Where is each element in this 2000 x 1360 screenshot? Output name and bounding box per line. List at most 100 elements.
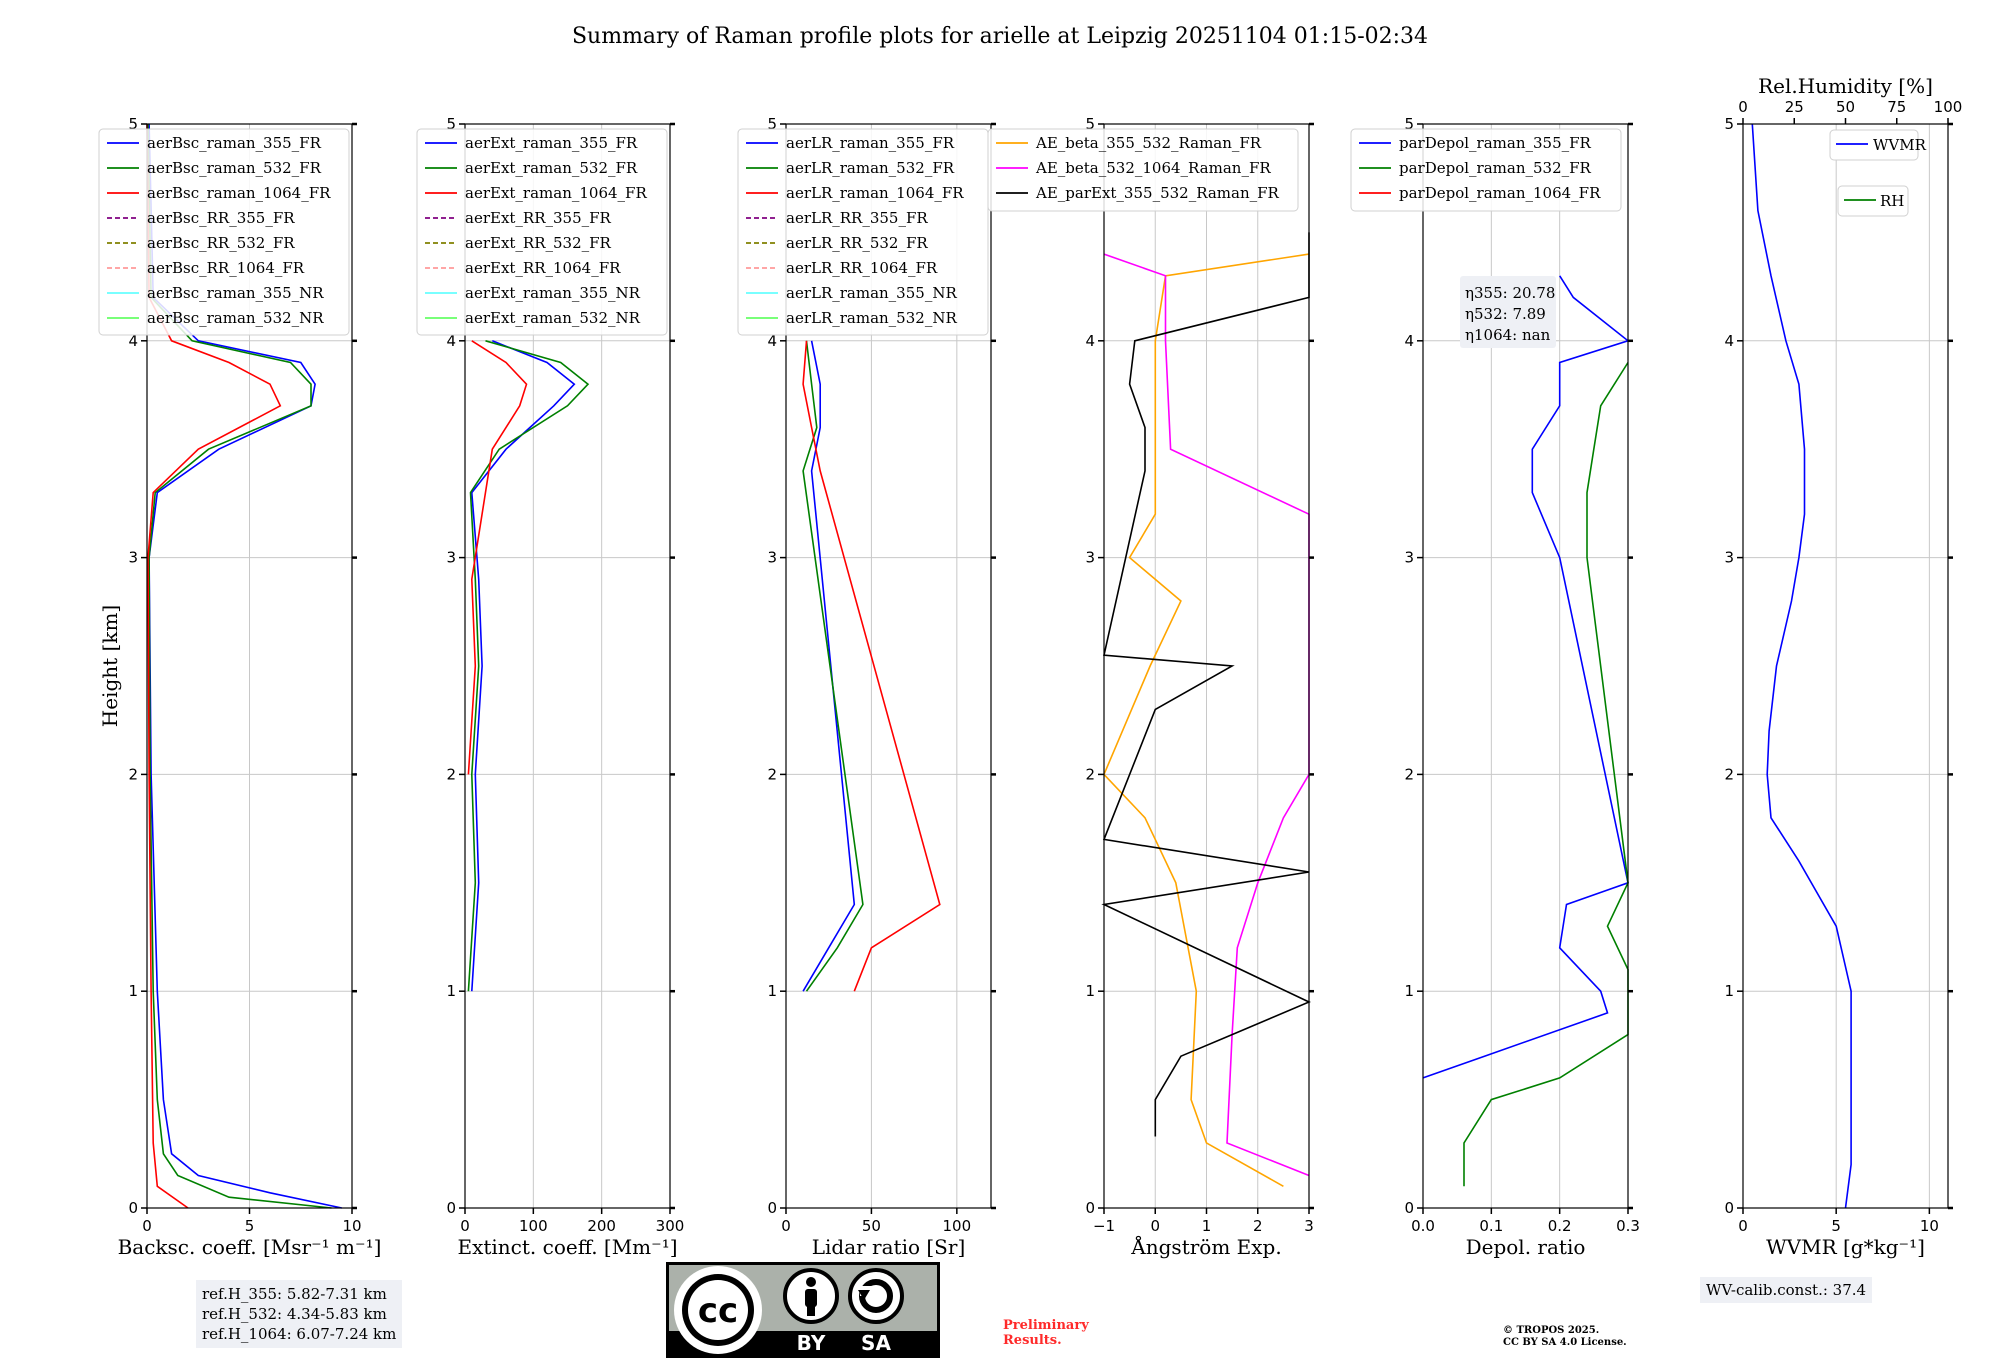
legend-label: AE_beta_355_532_Raman_FR — [1035, 134, 1262, 152]
axes-frame — [464, 123, 671, 1209]
y-tick-label: 0 — [1724, 1199, 1734, 1217]
cc-icon: cc — [674, 1266, 762, 1354]
x-axis-label: Backsc. coeff. [Msr⁻¹ m⁻¹] — [118, 1235, 382, 1259]
series-line-aerBsc_raman_355_FR — [148, 123, 342, 1209]
legend-box — [737, 128, 989, 336]
y-tick-label: 1 — [767, 982, 777, 1000]
x-tick-label: 0 — [1150, 1217, 1160, 1235]
legend-box-wvmr — [1829, 129, 1919, 161]
panel-depol: 0.0 0.1 0.2 0.3 0 1 2 3 4 5 Depol. ratio parDepol_r… — [1350, 115, 1640, 1259]
reference-height-box: ref.H_355: 5.82-7.31 km ref.H_532: 4.34-… — [196, 1280, 403, 1348]
x-tick-label: 0 — [142, 1217, 152, 1235]
x-tick-label: 0.3 — [1616, 1217, 1640, 1235]
license-sa-label: SA — [861, 1331, 891, 1355]
figure-title: Summary of Raman profile plots for ariel… — [572, 24, 1428, 49]
x-tick-label: 0.1 — [1479, 1217, 1503, 1235]
legend-label: aerBsc_raman_532_NR — [147, 309, 324, 327]
legend-label: parDepol_raman_532_FR — [1399, 159, 1592, 177]
x-tick-label: 300 — [656, 1217, 685, 1235]
legend-label: aerBsc_RR_1064_FR — [147, 259, 305, 277]
axes-frame — [146, 123, 353, 1209]
ref-height-532: ref.H_532: 4.34-5.83 km — [202, 1305, 387, 1323]
preliminary-note: Preliminary Results. — [1003, 1318, 1089, 1348]
legend-label: aerLR_raman_1064_FR — [786, 184, 964, 202]
legend-label: aerExt_RR_1064_FR — [465, 259, 621, 277]
panel-lr: 0 50 100 0 1 2 3 4 5 Lidar ratio [Sr] aerLR_raman_… — [737, 115, 996, 1259]
legend-label: parDepol_raman_355_FR — [1399, 134, 1592, 152]
x-tick-label: 100 — [519, 1217, 548, 1235]
x-tick-label: 0 — [460, 1217, 470, 1235]
legend-label: aerExt_raman_532_NR — [465, 309, 641, 327]
y-tick-label: 4 — [1085, 332, 1095, 350]
legend-label: aerLR_raman_532_NR — [786, 309, 957, 327]
series-line-aerExt_raman_355_FR — [470, 340, 576, 992]
legend-label: aerLR_RR_1064_FR — [786, 259, 938, 277]
series-line-aerBsc_raman_532_FR — [147, 123, 332, 1209]
wv-calib-box: WV-calib.const.: 37.4 — [1700, 1277, 1873, 1303]
y-tick-label: 4 — [1724, 332, 1734, 350]
series-line-aerBsc_raman_1064_FR — [146, 123, 282, 1209]
legend-label: aerBsc_raman_355_FR — [147, 134, 322, 152]
y-tick-label: 1 — [446, 982, 456, 1000]
legend-box — [987, 128, 1299, 212]
svg-text:cc: cc — [698, 1291, 738, 1331]
y-tick-label: 2 — [1724, 765, 1734, 783]
legend-label: aerLR_RR_532_FR — [786, 234, 928, 252]
x-tick-label: 10 — [342, 1217, 361, 1235]
y-tick-label: 0 — [767, 1199, 777, 1217]
y-tick-label: 2 — [767, 765, 777, 783]
series-line-WVMR — [1751, 123, 1852, 1209]
copyright-note: © TROPOS 2025. CC BY SA 4.0 License. — [1503, 1325, 1627, 1348]
legend-label: aerExt_raman_355_FR — [465, 134, 638, 152]
by-person-icon — [783, 1268, 839, 1324]
legend-label: aerBsc_raman_1064_FR — [147, 184, 331, 202]
axes-frame — [1422, 123, 1629, 1209]
legend-label: WVMR — [1873, 136, 1927, 154]
x-tick-label: 1 — [1202, 1217, 1212, 1235]
top-tick-label: 0 — [1738, 98, 1748, 116]
x-tick-label: 0 — [781, 1217, 791, 1235]
x-tick-label: 100 — [943, 1217, 972, 1235]
legend-label: parDepol_raman_1064_FR — [1399, 184, 1601, 202]
x-tick-label: −1 — [1093, 1217, 1115, 1235]
y-tick-label: 0 — [128, 1199, 138, 1217]
y-tick-label: 2 — [1085, 765, 1095, 783]
top-axis-label: Rel.Humidity [%] — [1758, 74, 1933, 98]
x-tick-label: 200 — [587, 1217, 616, 1235]
cc-by-sa-badge: cc BY SA — [666, 1262, 940, 1358]
series-line-aerLR_raman_532_FR — [802, 340, 864, 992]
license-by-label: BY — [797, 1331, 826, 1355]
y-tick-label: 5 — [1085, 115, 1095, 133]
legend-box — [416, 128, 668, 336]
x-axis-label: Extinct. coeff. [Mm⁻¹] — [457, 1235, 677, 1259]
series-line-parDepol_raman_532_FR — [1463, 362, 1629, 1187]
y-tick-label: 0 — [1085, 1199, 1095, 1217]
x-tick-label: 3 — [1304, 1217, 1314, 1235]
series-line-AE_parExt_355_532_Raman_FR — [1101, 232, 1311, 1137]
legend-label: RH — [1880, 192, 1904, 210]
y-tick-label: 5 — [1724, 115, 1734, 133]
y-tick-label: 2 — [446, 765, 456, 783]
y-tick-label: 5 — [1404, 115, 1414, 133]
x-tick-label: 5 — [245, 1217, 255, 1235]
legend-label: AE_parExt_355_532_Raman_FR — [1035, 184, 1280, 202]
series-line-aerLR_raman_1064_FR — [802, 340, 941, 992]
legend-label: aerExt_RR_532_FR — [465, 234, 612, 252]
panel-ext: 0 100 200 300 0 1 2 3 4 5 Extinct. coeff. [Mm⁻¹] ae… — [416, 115, 685, 1259]
legend-label: AE_beta_532_1064_Raman_FR — [1035, 159, 1271, 177]
series-line-AE_beta_532_1064_Raman_FR — [1103, 253, 1310, 1177]
y-tick-label: 3 — [1085, 549, 1095, 567]
axes-frame — [785, 123, 992, 1209]
legend-box-rh — [1837, 185, 1909, 217]
x-tick-label: 5 — [1831, 1217, 1841, 1235]
legend-label: aerExt_raman_1064_FR — [465, 184, 647, 202]
top-tick-label: 50 — [1836, 98, 1855, 116]
x-axis-label: WVMR [g*kg⁻¹] — [1766, 1235, 1925, 1259]
y-tick-label: 3 — [1404, 549, 1414, 567]
eta-box — [1460, 276, 1556, 348]
x-tick-label: 10 — [1920, 1217, 1939, 1235]
y-tick-label: 4 — [1404, 332, 1414, 350]
y-tick-label: 5 — [128, 115, 138, 133]
